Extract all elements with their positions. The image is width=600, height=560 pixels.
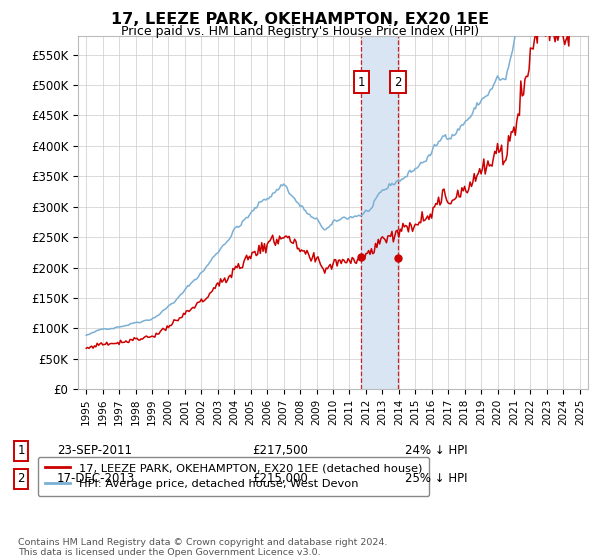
Legend: 17, LEEZE PARK, OKEHAMPTON, EX20 1EE (detached house), HPI: Average price, detac: 17, LEEZE PARK, OKEHAMPTON, EX20 1EE (de… (38, 456, 429, 496)
Text: 17, LEEZE PARK, OKEHAMPTON, EX20 1EE: 17, LEEZE PARK, OKEHAMPTON, EX20 1EE (111, 12, 489, 27)
Text: 24% ↓ HPI: 24% ↓ HPI (405, 444, 467, 458)
Bar (361, 36, 398, 389)
Text: Contains HM Land Registry data © Crown copyright and database right 2024.
This d: Contains HM Land Registry data © Crown c… (18, 538, 388, 557)
Text: 17-DEC-2013: 17-DEC-2013 (57, 472, 135, 486)
Text: 1: 1 (17, 444, 25, 458)
Text: 25% ↓ HPI: 25% ↓ HPI (405, 472, 467, 486)
Text: 1: 1 (358, 76, 365, 88)
Text: 2: 2 (17, 472, 25, 486)
Text: £215,000: £215,000 (252, 472, 308, 486)
Text: Price paid vs. HM Land Registry's House Price Index (HPI): Price paid vs. HM Land Registry's House … (121, 25, 479, 38)
Text: 23-SEP-2011: 23-SEP-2011 (57, 444, 132, 458)
Text: £217,500: £217,500 (252, 444, 308, 458)
Text: 2: 2 (394, 76, 402, 88)
